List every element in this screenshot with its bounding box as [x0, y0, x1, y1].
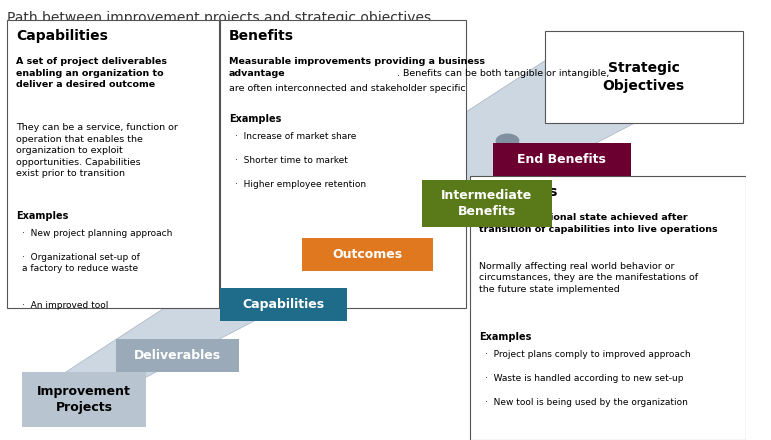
FancyBboxPatch shape: [493, 143, 631, 176]
FancyBboxPatch shape: [8, 20, 219, 308]
FancyBboxPatch shape: [22, 372, 146, 427]
Text: Examples: Examples: [16, 211, 69, 221]
Text: are often interconnected and stakeholder specific: are often interconnected and stakeholder…: [229, 84, 466, 92]
Text: Improvement
Projects: Improvement Projects: [37, 385, 131, 414]
Text: ·  Increase of market share: · Increase of market share: [235, 132, 356, 141]
Text: A set of project deliverables
enabling an organization to
deliver a desired outc: A set of project deliverables enabling a…: [16, 57, 167, 89]
Text: ·  Waste is handled according to new set-up: · Waste is handled according to new set-…: [485, 374, 684, 383]
Text: ·  An improved tool: · An improved tool: [22, 301, 109, 310]
Polygon shape: [47, 49, 662, 408]
Text: Strategic
Objectives: Strategic Objectives: [603, 61, 685, 93]
FancyBboxPatch shape: [221, 20, 466, 308]
FancyBboxPatch shape: [470, 176, 746, 440]
FancyBboxPatch shape: [422, 180, 552, 227]
Circle shape: [497, 134, 519, 147]
Text: Deliverables: Deliverables: [133, 349, 221, 362]
Text: ·  New project planning approach: · New project planning approach: [22, 229, 173, 238]
Text: Benefits: Benefits: [229, 29, 294, 43]
Text: ·  Shorter time to market: · Shorter time to market: [235, 156, 348, 165]
FancyBboxPatch shape: [545, 31, 742, 123]
Text: Outcomes: Outcomes: [332, 248, 402, 260]
FancyBboxPatch shape: [302, 238, 433, 271]
Text: They can be a service, function or
operation that enables the
organization to ex: They can be a service, function or opera…: [16, 123, 178, 178]
Circle shape: [123, 345, 146, 359]
Text: Examples: Examples: [479, 332, 531, 342]
Text: . Benefits can be both tangible or intangible,: . Benefits can be both tangible or intan…: [229, 57, 609, 77]
Text: Measurable improvements providing a business
advantage: Measurable improvements providing a busi…: [229, 57, 485, 77]
Circle shape: [221, 288, 243, 301]
FancyBboxPatch shape: [221, 288, 347, 321]
FancyBboxPatch shape: [116, 339, 239, 372]
Text: Outcomes: Outcomes: [479, 185, 557, 199]
Text: ·  Project plans comply to improved approach: · Project plans comply to improved appro…: [485, 350, 691, 359]
Text: A new operational state achieved after
transition of capabilities into live oper: A new operational state achieved after t…: [479, 213, 718, 234]
Text: Capabilities: Capabilities: [16, 29, 108, 43]
Circle shape: [407, 183, 429, 196]
Text: End Benefits: End Benefits: [517, 153, 606, 166]
Circle shape: [317, 231, 339, 244]
Text: ·  Organizational set-up of
a factory to reduce waste: · Organizational set-up of a factory to …: [22, 253, 140, 273]
Text: Normally affecting real world behavior or
circumstances, they are the manifestat: Normally affecting real world behavior o…: [479, 262, 699, 294]
Text: ·  Higher employee retention: · Higher employee retention: [235, 180, 366, 189]
Text: Path between improvement projects and strategic objectives: Path between improvement projects and st…: [8, 11, 432, 25]
Text: ·  New tool is being used by the organization: · New tool is being used by the organiza…: [485, 398, 688, 407]
Text: Intermediate
Benefits: Intermediate Benefits: [441, 189, 533, 218]
Text: Capabilities: Capabilities: [243, 298, 325, 311]
Text: Examples: Examples: [229, 114, 281, 125]
